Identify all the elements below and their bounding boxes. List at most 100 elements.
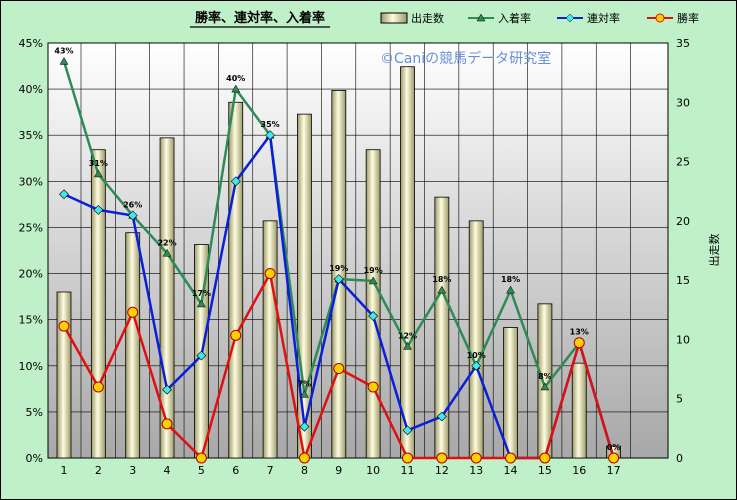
y-tick-label: 25% (19, 221, 43, 234)
marker-入着率 (540, 382, 550, 391)
marker-勝率 (230, 329, 242, 341)
legend: 出走数 入着率 連対率 勝率 (380, 11, 699, 25)
data-label: 35% (261, 120, 280, 129)
x-tick-label: 6 (232, 464, 239, 477)
x-tick-label: 13 (469, 464, 483, 477)
y-tick-label: 45% (19, 37, 43, 50)
marker-連対率 (436, 411, 447, 422)
x-tick-label: 2 (95, 464, 102, 477)
data-label: 18% (432, 275, 451, 284)
x-tick-label: 16 (572, 464, 586, 477)
y-tick-label: 20% (19, 268, 43, 281)
marker-連対率 (93, 204, 104, 215)
legend-marker-place (476, 13, 486, 22)
marker-入着率 (162, 248, 172, 257)
marker-連対率 (162, 384, 172, 395)
marker-入着率 (93, 169, 103, 178)
marker-勝率 (573, 337, 585, 349)
bar-starts-13 (468, 220, 484, 459)
marker-勝率 (195, 452, 207, 464)
marker-勝率 (505, 452, 517, 464)
y-tick-label: 35% (19, 129, 43, 142)
marker-勝率 (333, 363, 345, 375)
y2-tick-label: 10 (676, 333, 690, 346)
marker-勝率 (436, 452, 448, 464)
y2-tick-label: 25 (676, 156, 690, 169)
legend-bar-swatch (380, 12, 408, 24)
marker-連対率 (127, 210, 138, 221)
bar-starts-1 (56, 291, 72, 459)
marker-連対率 (368, 311, 379, 321)
marker-連対率 (471, 360, 482, 371)
data-label: 26% (123, 200, 142, 209)
y2-tick-label: 15 (676, 274, 690, 287)
bar-starts-11 (400, 66, 415, 459)
x-tick-label: 9 (335, 464, 342, 477)
x-tick-label: 14 (504, 464, 518, 477)
x-tick-label: 1 (61, 464, 68, 477)
data-label: 18% (501, 275, 520, 284)
marker-勝率 (127, 306, 139, 318)
marker-勝率 (367, 381, 379, 393)
bar-starts-14 (503, 327, 518, 459)
marker-入着率 (59, 56, 69, 65)
marker-入着率 (368, 276, 378, 285)
x-tick-label: 12 (435, 464, 449, 477)
marker-入着率 (231, 84, 241, 93)
x-tick-label: 15 (538, 464, 552, 477)
x-tick-label: 8 (301, 464, 308, 477)
data-label: 10% (467, 351, 486, 360)
data-label: 0% (607, 443, 621, 452)
y-tick-label: 0% (26, 452, 43, 465)
marker-連対率 (299, 421, 310, 432)
marker-入着率 (196, 299, 206, 308)
y-tick-label: 30% (19, 175, 43, 188)
marker-勝率 (298, 452, 310, 464)
bar-starts-10 (365, 149, 381, 459)
marker-入着率 (437, 285, 447, 294)
data-label: 19% (329, 264, 348, 273)
y-tick-label: 15% (19, 314, 43, 327)
x-tick-label: 10 (366, 464, 380, 477)
data-label: 12% (398, 331, 417, 340)
marker-勝率 (92, 381, 104, 393)
marker-勝率 (402, 452, 413, 464)
data-label: 17% (192, 289, 211, 298)
bar-starts-3 (125, 232, 141, 459)
marker-勝率 (161, 418, 173, 430)
marker-連対率 (402, 425, 413, 436)
y2-tick-label: 30 (676, 96, 690, 109)
marker-入着率 (403, 341, 412, 350)
y2-tick-label: 0 (676, 452, 683, 465)
marker-勝率 (608, 452, 620, 464)
x-tick-label: 17 (607, 464, 621, 477)
bar-starts-7 (262, 220, 278, 459)
legend-label-place: 入着率 (498, 11, 531, 25)
legend-label-top2: 連対率 (587, 11, 620, 25)
legend-marker-win (655, 13, 665, 23)
marker-連対率 (196, 350, 207, 361)
watermark: ©Caniの競馬データ研究室 (380, 50, 551, 67)
y2-tick-label: 5 (676, 393, 683, 406)
bar-starts-16 (571, 362, 587, 459)
x-tick-label: 4 (164, 464, 171, 477)
y2-tick-label: 20 (676, 215, 690, 228)
data-label: 43% (54, 46, 73, 55)
data-label: 19% (364, 266, 383, 275)
x-tick-label: 3 (129, 464, 136, 477)
marker-勝率 (58, 320, 70, 332)
chart-title: 勝率、連対率、入着率 (195, 10, 325, 26)
data-label: 31% (89, 159, 108, 168)
marker-勝率 (470, 452, 482, 464)
y2-axis-label: 出走数 (707, 234, 721, 267)
y-tick-label: 40% (19, 83, 43, 96)
y-tick-label: 5% (26, 406, 43, 419)
marker-連対率 (230, 176, 241, 187)
data-label: 40% (226, 74, 245, 83)
data-label: 13% (570, 328, 589, 337)
marker-入着率 (506, 285, 515, 294)
x-tick-label: 11 (401, 464, 415, 477)
legend-marker-top2 (565, 13, 575, 23)
marker-連対率 (59, 189, 69, 200)
